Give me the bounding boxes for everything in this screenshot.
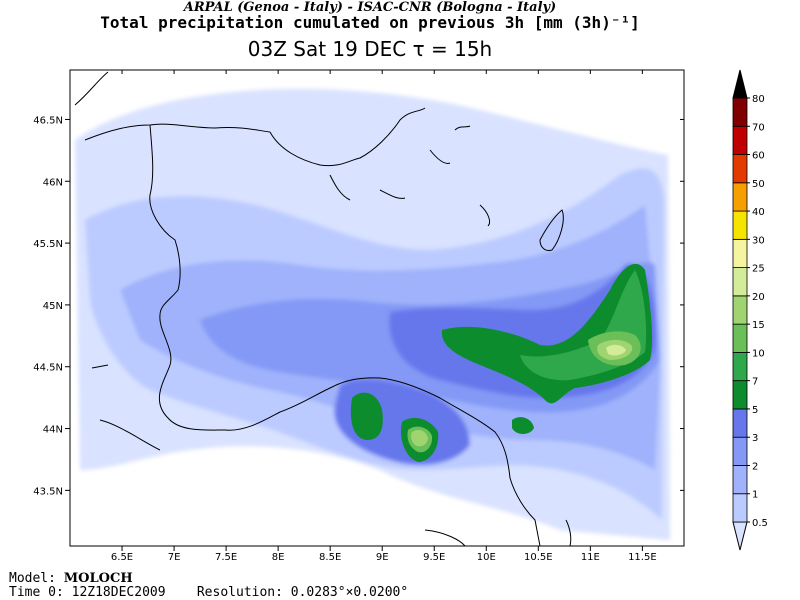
legend-label: 0.5 — [752, 518, 768, 529]
lon-tick-label: 8.5E — [319, 552, 341, 563]
precip-area-7b — [350, 392, 383, 440]
legend-swatch — [732, 210, 748, 240]
precipitation-field — [74, 71, 670, 546]
legend-label: 25 — [752, 264, 765, 275]
map-frame — [69, 69, 685, 547]
run-info: Time 0: 12Z18DEC2009 Resolution: 0.0283°… — [9, 585, 408, 600]
legend-swatch — [732, 267, 748, 297]
legend-label: 3 — [752, 433, 758, 444]
model-name: MOLOCH — [63, 571, 133, 586]
lon-tick-label: 11.5E — [628, 552, 657, 563]
lat-tick-label: 43.5N — [33, 486, 63, 497]
lat-tick-label: 45.5N — [33, 239, 63, 250]
legend-label: 30 — [752, 235, 765, 246]
time-label: Time 0: — [9, 585, 64, 600]
map-title: Total precipitation cumulated on previou… — [100, 13, 640, 32]
lon-tick-label: 11E — [581, 552, 600, 563]
legend-swatch — [732, 125, 748, 155]
time-value: 12Z18DEC2009 — [71, 585, 166, 600]
lat-tick-label: 46N — [43, 177, 63, 188]
legend-label: 1 — [752, 490, 758, 501]
model-info: Model: MOLOCH — [9, 571, 133, 586]
legend-label: 70 — [752, 122, 765, 133]
lat-tick-label: 44.5N — [33, 363, 63, 374]
lon-tick-label: 9E — [376, 552, 389, 563]
lon-tick-label: 9.5E — [423, 552, 445, 563]
legend-swatch — [732, 182, 748, 212]
lon-tick-label: 10.5E — [524, 552, 553, 563]
legend-swatch — [732, 295, 748, 325]
legend-label: 60 — [752, 151, 765, 162]
resolution-label: Resolution: — [196, 585, 283, 600]
lat-tick-label: 45N — [43, 301, 63, 312]
lon-tick-label: 10E — [477, 552, 496, 563]
legend-swatch — [732, 238, 748, 268]
organization-line: ARPAL (Genoa - Italy) - ISAC-CNR (Bologn… — [183, 0, 557, 15]
lat-tick-label: 44N — [43, 425, 63, 436]
legend-swatch-min — [732, 521, 748, 551]
lat-tick-label: 46.5N — [33, 115, 63, 126]
legend-swatch — [732, 380, 748, 410]
legend-colorbar: 0.5 1 2 3 5 7 10 15 20 25 30 40 50 60 70 80 — [732, 69, 768, 551]
legend-label: 7 — [752, 377, 758, 388]
legend-swatch — [732, 465, 748, 495]
precip-area-7d — [512, 417, 534, 434]
legend-swatch — [732, 154, 748, 184]
precip-area-20b — [411, 430, 428, 447]
legend-swatch-max — [732, 69, 748, 99]
lon-tick-label: 8E — [272, 552, 285, 563]
legend-label: 10 — [752, 348, 765, 359]
precip-area-25 — [606, 344, 626, 356]
legend-swatch — [732, 408, 748, 438]
legend-swatch — [732, 97, 748, 127]
lon-tick-label: 7E — [168, 552, 181, 563]
legend-swatch — [732, 351, 748, 382]
legend-label: 50 — [752, 179, 765, 190]
lon-tick-label: 6.5E — [111, 552, 133, 563]
lon-tick-label: 7.5E — [215, 552, 237, 563]
coastline-borders — [74, 71, 572, 546]
resolution-value: 0.0283°×0.0200° — [290, 585, 409, 600]
legend-swatch — [732, 323, 748, 353]
legend-label: 5 — [752, 405, 758, 416]
legend-label: 2 — [752, 461, 758, 472]
map-axes: 6.5E 7E 7.5E 8E 8.5E 9E 9.5E 10E 10.5E 11E 11.5E 46… — [33, 70, 684, 563]
legend-label: 15 — [752, 320, 765, 331]
model-label: Model: — [9, 571, 56, 586]
legend-swatch — [732, 436, 748, 466]
legend-label: 80 — [752, 94, 765, 105]
legend-swatch — [732, 493, 748, 523]
legend-label: 20 — [752, 292, 765, 303]
legend-label: 40 — [752, 207, 765, 218]
valid-time: 03Z Sat 19 DEC τ = 15h — [247, 37, 493, 61]
